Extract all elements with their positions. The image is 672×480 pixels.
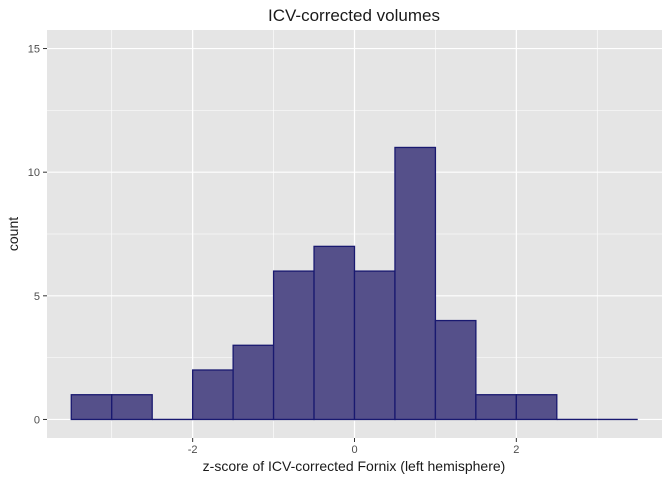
x-axis: -2 0 2 <box>188 438 519 456</box>
y-tick-label: 0 <box>34 414 40 426</box>
histogram-bar <box>272 270 315 421</box>
x-tick-label: 2 <box>513 444 519 456</box>
histogram-bar <box>192 369 234 421</box>
histogram-bar <box>475 394 517 421</box>
histogram-bar <box>313 245 356 421</box>
histogram-bar <box>232 344 275 421</box>
y-tick-label: 10 <box>28 167 40 179</box>
histogram-bar <box>515 394 558 421</box>
y-axis: 0 5 10 15 <box>28 44 47 426</box>
histogram-bar <box>434 319 477 421</box>
y-tick-label: 5 <box>34 291 40 303</box>
histogram-bar <box>394 146 437 421</box>
y-axis-label: count <box>5 217 21 251</box>
x-axis-label: z-score of ICV-corrected Fornix (left he… <box>203 458 506 474</box>
x-tick-label: 0 <box>351 444 357 456</box>
y-tick-label: 15 <box>28 44 40 56</box>
histogram-bars <box>70 146 638 421</box>
x-tick-label: -2 <box>188 444 198 456</box>
histogram-bar <box>111 394 153 421</box>
histogram-bar <box>70 394 113 421</box>
histogram-bar <box>353 270 396 421</box>
chart-title: ICV-corrected volumes <box>268 6 440 25</box>
